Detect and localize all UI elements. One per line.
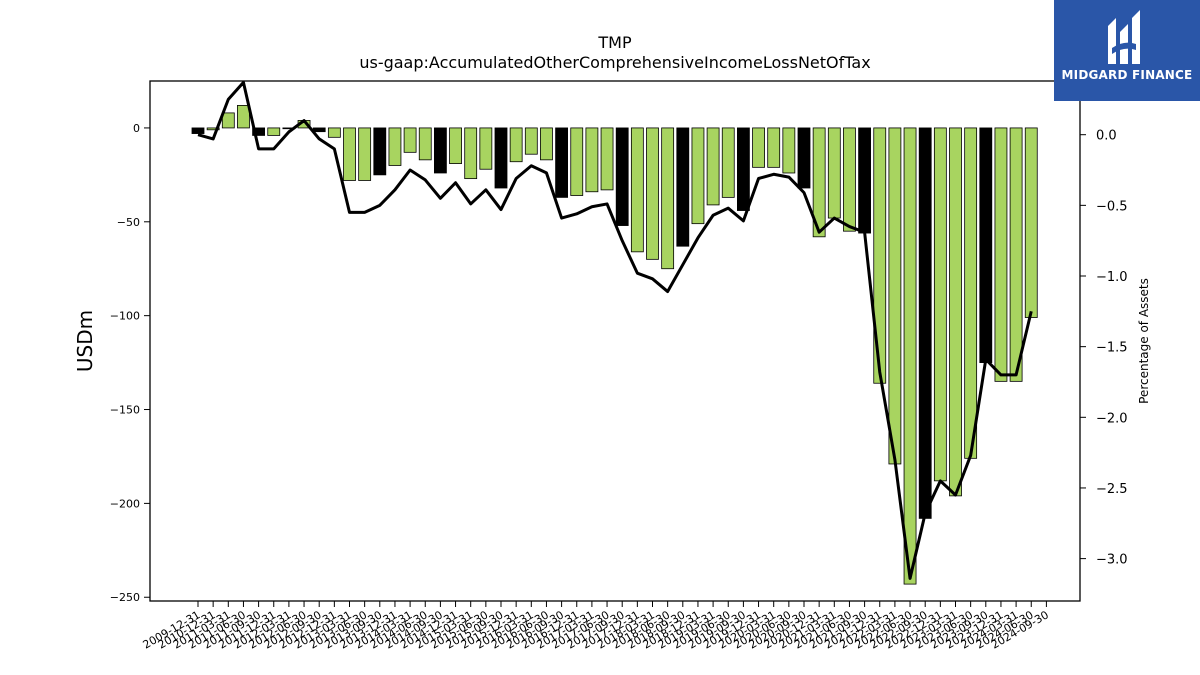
bar xyxy=(827,127,841,219)
bar xyxy=(312,127,326,133)
y-tick-label: −50 xyxy=(117,216,140,229)
bar xyxy=(843,127,856,232)
bar xyxy=(691,127,705,225)
bar xyxy=(327,127,341,138)
bar xyxy=(737,127,750,211)
bar xyxy=(373,127,387,176)
bar xyxy=(797,127,811,189)
bar xyxy=(358,127,372,181)
bar xyxy=(206,127,220,131)
chart-title: TMP xyxy=(597,33,632,52)
chart-subtitle: us-gaap:AccumulatedOtherComprehensiveInc… xyxy=(359,53,870,72)
y-axis-right: 0.0 −0.5 −1.0 −1.5 −2.0 −2.5 −3.0 xyxy=(1080,129,1128,568)
bar xyxy=(752,127,765,168)
bar xyxy=(449,127,462,164)
y2-tick-label: −3.0 xyxy=(1096,553,1128,568)
bar xyxy=(403,127,417,153)
bar xyxy=(191,127,205,134)
bar xyxy=(676,127,690,247)
bar xyxy=(1024,127,1038,318)
bar xyxy=(221,112,235,129)
y-axis-left: 0 −50 −100 −150 −200 −250 xyxy=(110,122,150,604)
bar xyxy=(418,127,432,161)
bar xyxy=(237,105,250,129)
y2-axis-label: Percentage of Assets xyxy=(1137,278,1151,404)
bars-layer xyxy=(191,105,1038,585)
bar xyxy=(812,127,826,238)
bar xyxy=(767,127,781,168)
y2-tick-label: −1.0 xyxy=(1096,270,1128,285)
y2-tick-label: 0.0 xyxy=(1096,129,1117,144)
bar xyxy=(433,127,447,174)
bar xyxy=(858,127,871,234)
bar xyxy=(782,127,796,174)
bar xyxy=(933,127,947,482)
bar xyxy=(630,127,644,253)
bar xyxy=(918,127,932,519)
y-tick-label: −150 xyxy=(110,404,140,417)
bar xyxy=(540,127,553,161)
y-axis-label: USDm xyxy=(73,310,97,372)
y2-tick-label: −1.5 xyxy=(1096,341,1128,356)
bar xyxy=(888,127,902,465)
bar xyxy=(964,127,978,459)
bar xyxy=(706,127,720,206)
bar xyxy=(267,127,281,136)
y2-tick-label: −0.5 xyxy=(1096,199,1128,214)
line-layer xyxy=(197,80,1033,580)
bar xyxy=(509,127,523,163)
logo: MIDGARD FINANCE xyxy=(1054,0,1200,101)
bar xyxy=(615,127,629,226)
y2-tick-label: −2.0 xyxy=(1096,411,1128,426)
y2-tick-label: −2.5 xyxy=(1096,482,1128,497)
logo-mark-icon xyxy=(1108,10,1140,64)
bar xyxy=(994,127,1008,382)
bar xyxy=(555,127,568,198)
bar xyxy=(524,127,538,155)
logo-text: MIDGARD FINANCE xyxy=(1061,68,1193,82)
bar xyxy=(646,127,659,260)
bar xyxy=(721,127,735,198)
y-tick-label: −250 xyxy=(110,591,140,604)
bar xyxy=(979,127,993,363)
bar xyxy=(570,127,584,196)
bar xyxy=(494,127,508,189)
bar xyxy=(388,127,402,166)
bar xyxy=(464,127,478,180)
bar xyxy=(1009,127,1023,382)
bar xyxy=(600,127,614,191)
bar xyxy=(661,127,675,270)
bar xyxy=(479,127,493,170)
y-tick-label: 0 xyxy=(133,122,140,135)
bar xyxy=(252,127,266,136)
series-line xyxy=(197,80,1033,580)
bar xyxy=(585,127,599,193)
x-axis: 2009-12-312010-12-312011-03-312011-06-30… xyxy=(141,601,1051,652)
bar xyxy=(343,127,356,181)
bar xyxy=(873,127,887,384)
y-tick-label: −200 xyxy=(110,497,140,510)
bar xyxy=(903,127,917,585)
y-tick-label: −100 xyxy=(110,310,140,323)
plot-frame xyxy=(149,80,1081,602)
bar xyxy=(949,127,962,497)
